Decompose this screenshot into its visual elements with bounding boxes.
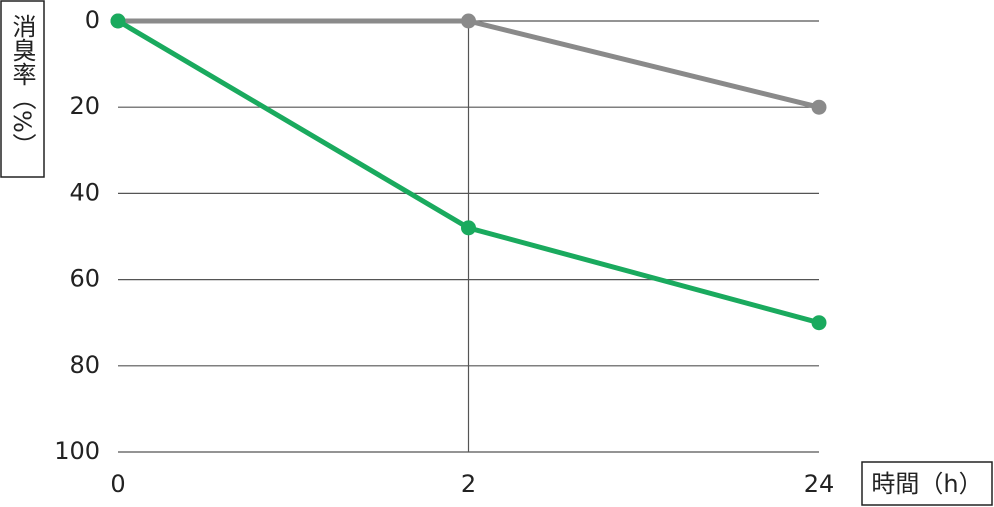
x-axis-label: 時間（h） — [871, 470, 982, 498]
y-tick-label: 0 — [85, 6, 100, 34]
y-tick-label: 100 — [54, 437, 100, 465]
y-tick-label: 60 — [69, 265, 100, 293]
y-tick-label: 40 — [69, 178, 100, 206]
x-tick-label: 2 — [461, 470, 476, 498]
y-tick-label: 20 — [69, 92, 100, 120]
y-axis-label: 消臭率（%） — [8, 14, 36, 157]
data-point — [811, 99, 827, 115]
x-label-box — [861, 461, 993, 506]
data-point — [110, 13, 126, 29]
data-point — [461, 220, 476, 236]
y-label-box — [0, 0, 45, 178]
data-point — [461, 13, 476, 29]
y-tick-label: 80 — [69, 351, 100, 379]
x-tick-label: 0 — [110, 470, 125, 498]
x-tick-label: 24 — [804, 470, 835, 498]
data-point — [811, 315, 827, 331]
